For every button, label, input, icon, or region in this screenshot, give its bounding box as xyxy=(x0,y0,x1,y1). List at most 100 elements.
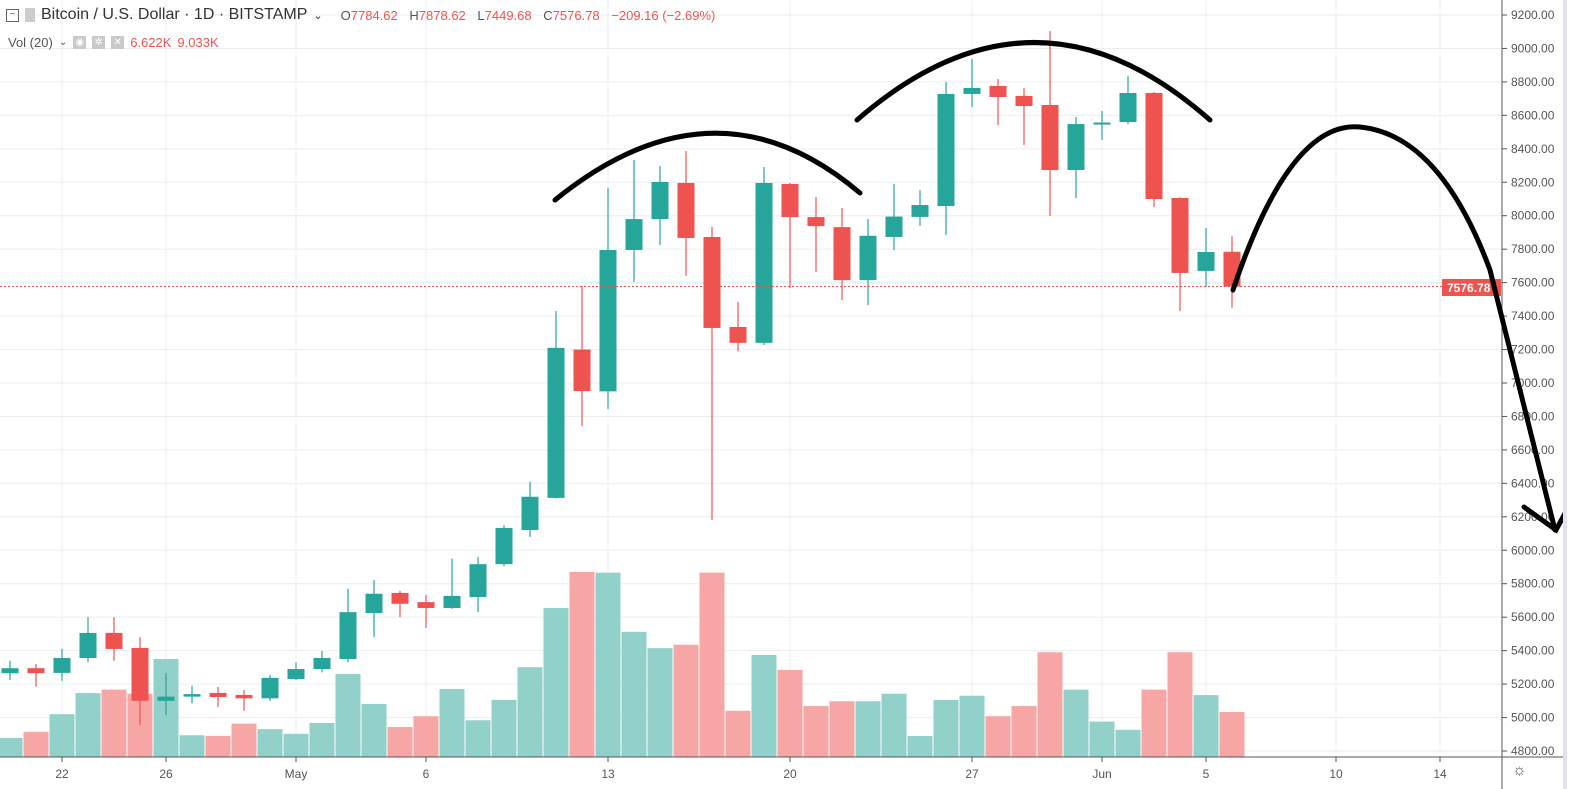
ohlc-values: O7784.62 H7878.62 L7449.68 C7576.78 −209… xyxy=(341,8,724,23)
volume-bar xyxy=(1167,652,1193,757)
candle-body xyxy=(313,657,331,670)
candle-body xyxy=(495,528,513,565)
price-tick-label: 5600.00 xyxy=(1511,610,1555,624)
candle-body xyxy=(885,216,903,237)
candle-body xyxy=(53,657,71,673)
candle-body xyxy=(131,647,149,701)
volume-bar xyxy=(101,689,127,757)
candle-body xyxy=(183,694,201,697)
candle-body xyxy=(859,235,877,281)
price-tick-label: 8200.00 xyxy=(1511,175,1555,189)
head-arc xyxy=(854,40,1213,123)
price-tick-label: 8800.00 xyxy=(1511,75,1555,89)
volume-bar xyxy=(777,669,803,757)
low-label: L xyxy=(477,7,485,23)
candle-body xyxy=(105,632,123,649)
price-tick-label: 7400.00 xyxy=(1511,309,1555,323)
candle-body xyxy=(1119,92,1137,123)
volume-bar xyxy=(699,572,725,757)
close-icon[interactable]: ✕ xyxy=(111,36,125,49)
last-price-tag xyxy=(1442,279,1501,296)
price-tick-label: 6400.00 xyxy=(1511,476,1555,490)
candle-body xyxy=(1015,95,1033,106)
volume-bar xyxy=(387,727,413,757)
candle-body xyxy=(599,250,617,392)
volume-bar xyxy=(179,735,205,757)
volume-bar xyxy=(335,674,361,757)
volume-label[interactable]: Vol (20) xyxy=(8,35,53,50)
volume-bar xyxy=(205,735,231,757)
volume-bar xyxy=(907,735,933,757)
volume-bar xyxy=(1089,721,1115,757)
candle-body xyxy=(365,593,383,613)
time-tick-label: 22 xyxy=(55,767,69,781)
candle-body xyxy=(339,612,357,659)
price-tick-label: 8400.00 xyxy=(1511,142,1555,156)
candle-body xyxy=(27,668,45,674)
candle-body xyxy=(287,669,305,680)
candle-body xyxy=(1171,197,1189,273)
close-label: C xyxy=(543,7,553,23)
time-tick-label: May xyxy=(285,767,308,781)
high-label: H xyxy=(409,7,419,23)
time-tick-label: 14 xyxy=(1433,767,1447,781)
symbol-title[interactable]: Bitcoin / U.S. Dollar · 1D · BITSTAMP xyxy=(41,6,308,23)
volume-bar xyxy=(829,701,855,757)
candle-body xyxy=(651,181,669,220)
volume-bar xyxy=(75,693,101,757)
grid-lines xyxy=(0,0,1502,757)
price-tick-label: 5800.00 xyxy=(1511,577,1555,591)
volume-bar xyxy=(491,699,517,757)
time-tick-label: 20 xyxy=(783,767,797,781)
price-axis-bg xyxy=(1502,0,1563,789)
volume-bar xyxy=(0,737,23,757)
gear-icon[interactable]: ✲ xyxy=(92,36,106,49)
candle-body xyxy=(235,694,253,699)
candle-body xyxy=(677,182,695,238)
price-tick-label: 8000.00 xyxy=(1511,209,1555,223)
time-tick-label: 13 xyxy=(601,767,615,781)
low-value: 7449.68 xyxy=(484,7,532,23)
chevron-down-icon[interactable]: ⌄ xyxy=(58,37,68,48)
collapse-icon[interactable]: − xyxy=(6,8,19,22)
volume-bar xyxy=(517,667,543,757)
volume-bar xyxy=(647,648,673,757)
symbol-legend: − Bitcoin / U.S. Dollar · 1D · BITSTAMP … xyxy=(6,6,723,24)
candle-body xyxy=(79,632,97,658)
candle-body xyxy=(469,564,487,598)
volume-bar xyxy=(621,631,647,757)
right-toolbar xyxy=(1563,0,1580,789)
volume-bar xyxy=(309,722,335,757)
volume-bar xyxy=(1011,705,1037,757)
price-axis[interactable]: 9200.00 9000.00 8800.00 8600.00 8400.00 8200.… xyxy=(1502,8,1555,758)
volume-bar xyxy=(959,695,985,757)
volume-bars xyxy=(0,571,1245,757)
candle-body xyxy=(547,347,565,498)
volume-bar xyxy=(283,733,309,757)
candle-body xyxy=(209,692,227,697)
volume-bar xyxy=(543,608,569,757)
chevron-down-icon[interactable]: ⌄ xyxy=(313,9,323,22)
price-tick-label: 8600.00 xyxy=(1511,108,1555,122)
volume-bar xyxy=(933,699,959,757)
eye-icon[interactable]: ◉ xyxy=(73,36,87,49)
left-shoulder-arc xyxy=(552,130,863,203)
volume-bar xyxy=(673,644,699,757)
time-axis[interactable]: 22 26 May 6 13 20 27 Jun 5 10 14 xyxy=(55,757,1447,781)
candle-body xyxy=(573,349,591,392)
time-tick-label: 10 xyxy=(1329,767,1343,781)
price-tick-label: 7600.00 xyxy=(1511,276,1555,290)
candle-body xyxy=(963,87,981,94)
price-tick-label: 9000.00 xyxy=(1511,41,1555,55)
time-tick-label: 5 xyxy=(1203,767,1210,781)
time-tick-label: 27 xyxy=(965,767,979,781)
last-price-label: 7576.78 xyxy=(1442,279,1501,296)
settings-gear-icon[interactable]: ☼ xyxy=(1512,762,1527,779)
volume-bar xyxy=(881,693,907,757)
volume-bar xyxy=(855,701,881,757)
candle-body xyxy=(703,236,721,328)
candle-body xyxy=(911,205,929,217)
right-shoulder-arrow-curve xyxy=(1230,124,1558,533)
volume-bar xyxy=(1219,711,1245,757)
